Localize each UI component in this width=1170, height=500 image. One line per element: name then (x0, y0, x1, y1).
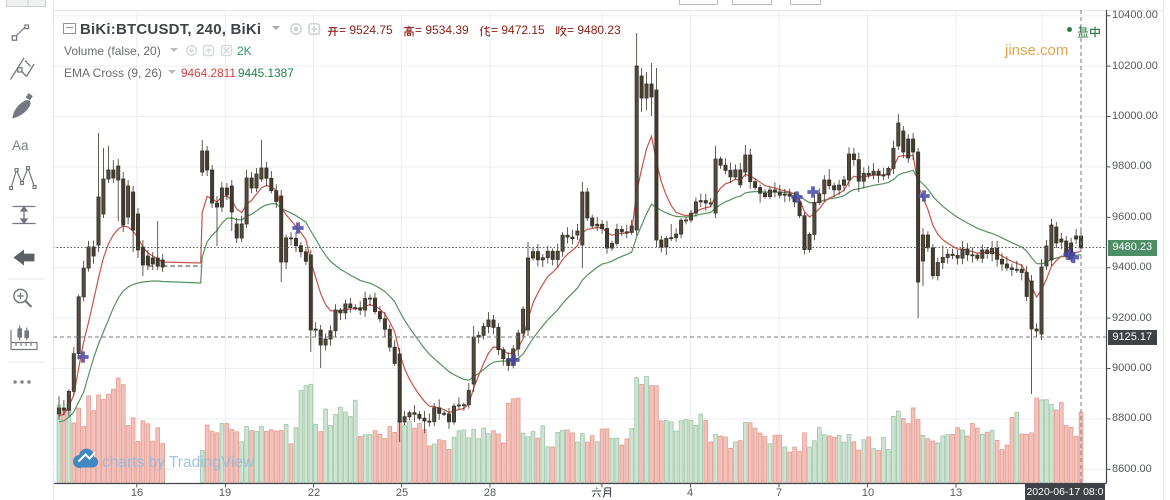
svg-text:Aa: Aa (12, 138, 29, 153)
